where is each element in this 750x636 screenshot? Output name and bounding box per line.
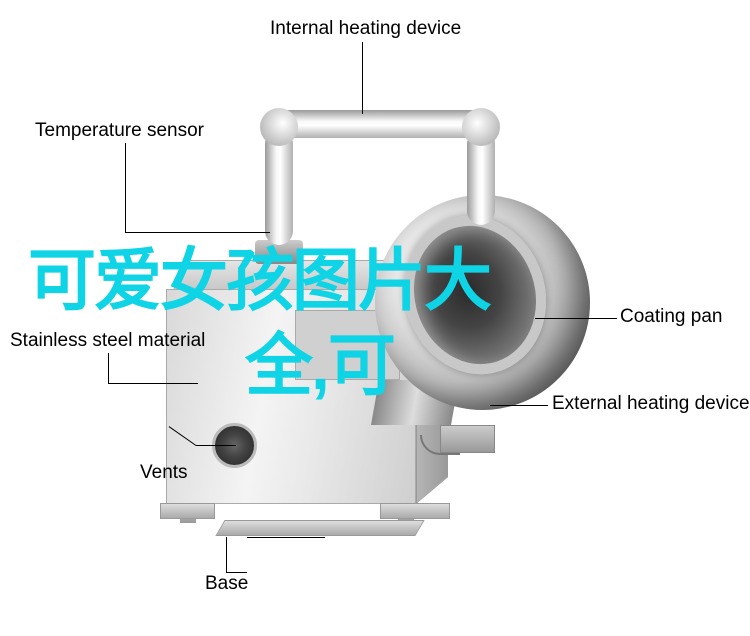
machine-illustration (160, 90, 640, 590)
label-temperature-sensor: Temperature sensor (35, 120, 204, 142)
leader-vents-h (196, 445, 236, 446)
leader-internal-heating (362, 42, 363, 114)
arm-horizontal (265, 110, 495, 138)
leader-temperature-sensor-v (125, 143, 126, 233)
leader-external-heating (490, 405, 548, 406)
overlay-line-2: 全,可 (245, 310, 394, 409)
leader-base-h2 (226, 572, 247, 573)
foot-left (160, 503, 215, 519)
label-stainless-steel: Stainless steel material (10, 330, 205, 352)
leader-coating-pan (535, 318, 617, 319)
label-coating-pan: Coating pan (620, 306, 722, 328)
foot-right (380, 503, 450, 519)
leader-base-v (226, 537, 227, 572)
arm-elbow-right (462, 108, 500, 146)
foot-cross (215, 520, 424, 536)
arm-elbow-left (260, 108, 298, 146)
label-external-heating: External heating device (552, 393, 750, 415)
label-vents: Vents (140, 462, 188, 484)
leader-base-h (247, 537, 325, 538)
leader-stainless-steel-v (108, 353, 109, 383)
label-internal-heating: Internal heating device (270, 18, 461, 40)
label-base: Base (205, 573, 248, 595)
leader-stainless-steel-h (108, 383, 198, 384)
